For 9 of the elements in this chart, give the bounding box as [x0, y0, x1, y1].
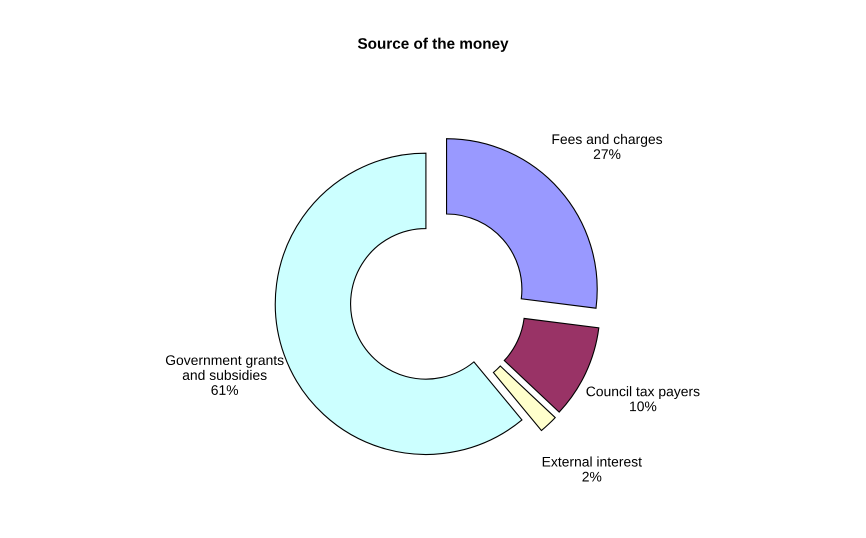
slice-label: Council tax payers [586, 386, 700, 400]
data-label: 27% [594, 149, 620, 160]
data-label: 2% [582, 472, 602, 482]
chart-title: Source of the money [358, 38, 508, 52]
data-label: 61% [211, 385, 238, 395]
slice-label: Fees and charges [552, 134, 662, 147]
slice-label: Government grants and subsidies [166, 355, 284, 380]
slice-label: External interest [542, 456, 642, 467]
data-label: 10% [630, 401, 656, 412]
